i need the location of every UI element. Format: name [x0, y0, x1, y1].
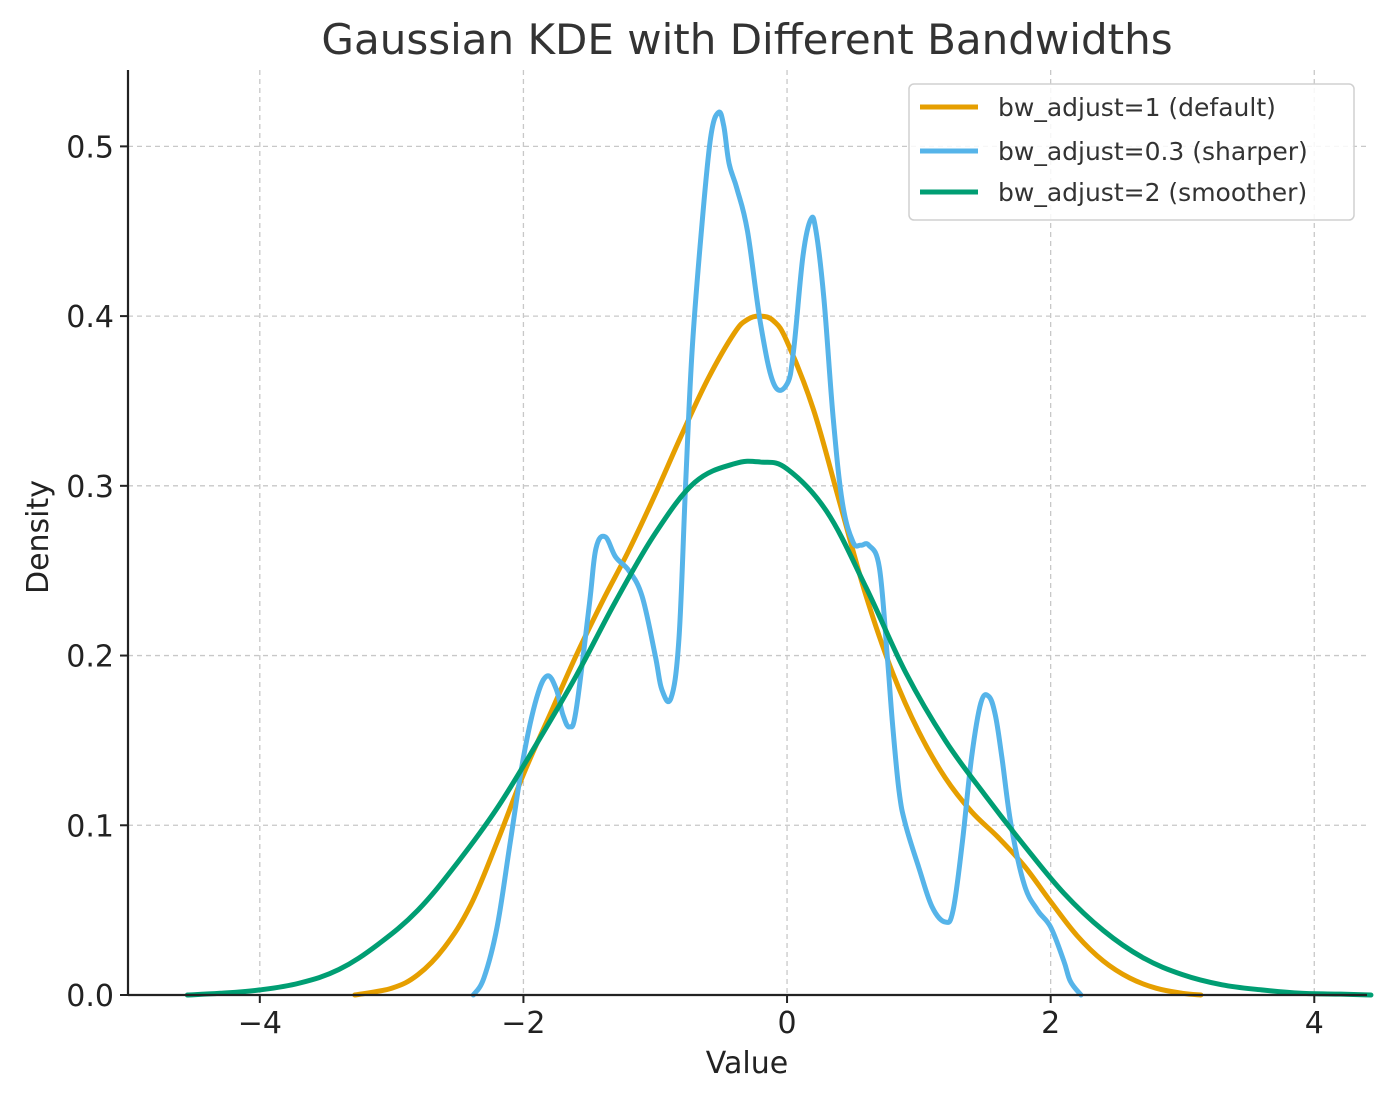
x-tick-label: 0 — [777, 1006, 796, 1041]
x-tick-label: −2 — [501, 1006, 545, 1041]
series-lines — [184, 109, 1374, 998]
x-tick-label: 2 — [1041, 1006, 1060, 1041]
y-tick-label: 0.0 — [66, 979, 114, 1014]
y-tick-label: 0.3 — [66, 470, 114, 505]
y-tick-label: 0.5 — [66, 130, 114, 165]
legend: bw_adjust=1 (default) bw_adjust=0.3 (sha… — [908, 83, 1355, 221]
series-line-sharper — [470, 109, 1084, 998]
x-tick-label: −4 — [238, 1006, 282, 1041]
y-tick-label: 0.1 — [66, 809, 114, 844]
legend-box — [908, 83, 1355, 221]
x-tick-label: 4 — [1305, 1006, 1324, 1041]
legend-label-smoother: bw_adjust=2 (smoother) — [998, 178, 1307, 207]
legend-label-sharper: bw_adjust=0.3 (sharper) — [998, 137, 1308, 166]
y-tick-label: 0.4 — [66, 300, 114, 335]
y-tick-label: 0.2 — [66, 640, 114, 675]
axis-ticks: −4 −2 0 2 4 0.0 0.1 0.2 0.3 0.4 0.5 — [66, 130, 1324, 1041]
series-line-smoother — [184, 458, 1374, 998]
grid-lines — [128, 70, 1367, 995]
chart-title: Gaussian KDE with Different Bandwidths — [321, 15, 1172, 64]
legend-label-default: bw_adjust=1 (default) — [998, 93, 1276, 122]
y-axis-label: Density — [21, 480, 56, 594]
x-axis-label: Value — [706, 1046, 788, 1081]
